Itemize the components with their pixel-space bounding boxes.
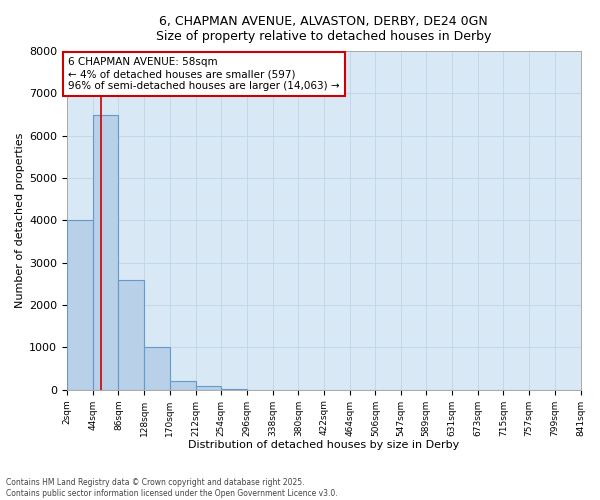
Bar (118, 280, 144, 390)
Bar (144, 348, 170, 390)
Bar (196, 386, 221, 390)
Title: 6, CHAPMAN AVENUE, ALVASTON, DERBY, DE24 0GN
Size of property relative to detach: 6, CHAPMAN AVENUE, ALVASTON, DERBY, DE24… (156, 15, 491, 43)
Bar (170, 382, 196, 390)
X-axis label: Distribution of detached houses by size in Derby: Distribution of detached houses by size … (188, 440, 460, 450)
Bar (221, 389, 247, 390)
Bar (93, 114, 118, 390)
Y-axis label: Number of detached properties: Number of detached properties (15, 132, 25, 308)
Bar (67, 220, 93, 390)
Text: 6 CHAPMAN AVENUE: 58sqm
← 4% of detached houses are smaller (597)
96% of semi-de: 6 CHAPMAN AVENUE: 58sqm ← 4% of detached… (68, 58, 340, 90)
Text: Contains HM Land Registry data © Crown copyright and database right 2025.
Contai: Contains HM Land Registry data © Crown c… (6, 478, 338, 498)
